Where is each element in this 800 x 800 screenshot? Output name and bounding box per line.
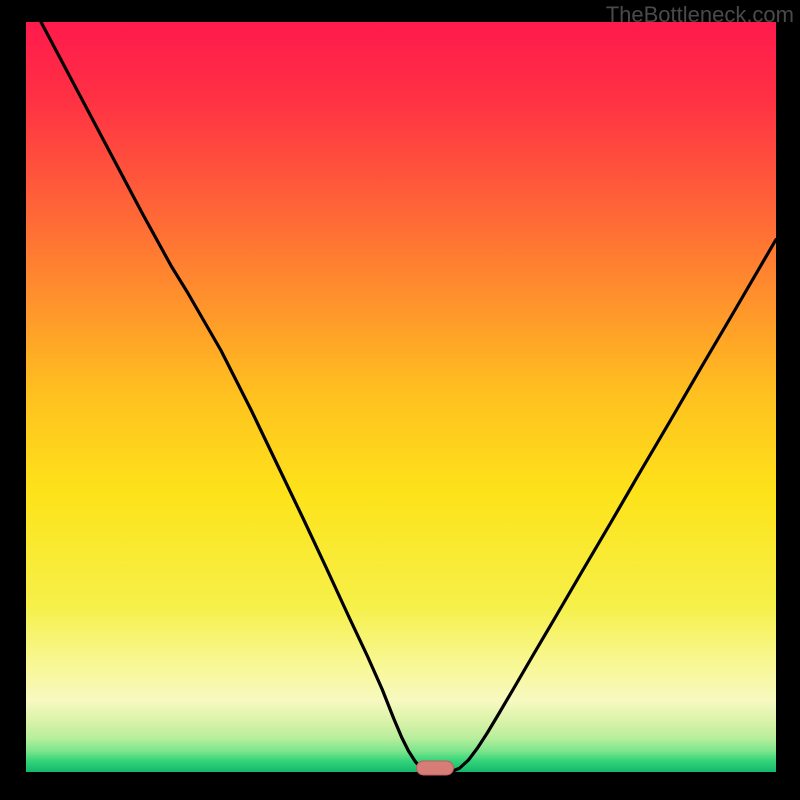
curve-layer [26,22,776,772]
optimum-marker [416,760,454,775]
bottleneck-curve [41,22,776,772]
plot-area [26,22,776,772]
chart-container: TheBottleneck.com [0,0,800,800]
